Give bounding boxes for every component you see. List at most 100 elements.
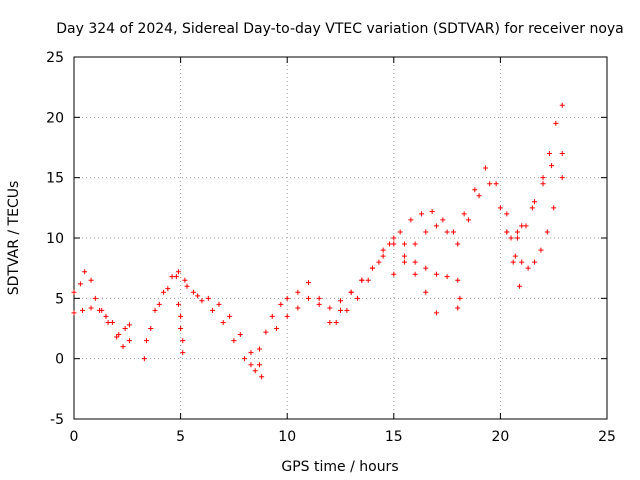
data-point [169,274,175,280]
series-track-4 [143,269,262,368]
data-point [525,265,531,271]
data-point [306,280,312,286]
data-point [482,165,488,171]
data-point [517,283,523,289]
data-point [338,307,343,313]
data-point [252,368,258,374]
data-point [205,295,211,301]
series-track-8 [333,165,520,325]
data-point [433,310,439,316]
data-point [514,229,520,235]
data-point [529,205,535,211]
data-point [369,265,375,271]
data-point [178,313,184,319]
data-point [487,181,493,187]
data-point [242,356,248,362]
data-point [551,205,557,211]
y-tick-label: -5 [50,412,64,428]
x-tick-label: 5 [176,429,185,445]
data-point [419,211,425,217]
data-point [88,305,94,311]
chart-title: Day 324 of 2024, Sidereal Day-to-day VTE… [56,21,624,37]
data-point [199,298,205,304]
data-point [391,271,397,277]
data-point [476,193,482,199]
data-point [532,259,538,265]
series-track-1 [71,269,132,350]
data-point [504,229,510,235]
data-point [532,199,538,205]
data-point [248,362,254,368]
data-point [408,217,414,223]
series-track-13 [512,175,565,271]
data-point [178,326,184,331]
data-point [184,283,190,289]
data-point [365,277,371,283]
data-point [295,305,301,311]
data-point [195,293,201,299]
data-point [92,295,98,301]
data-point [465,217,471,223]
data-point [210,307,216,313]
series-track-10 [455,295,463,311]
data-point [156,301,162,307]
data-point [165,286,171,292]
data-point [82,269,88,275]
data-point [497,205,503,211]
data-point [559,102,565,108]
data-point [316,301,322,307]
data-point [126,322,132,328]
data-point [401,253,407,259]
y-tick-label: 10 [46,231,64,247]
data-point [348,289,354,295]
data-point [227,313,233,319]
data-point [141,356,147,362]
data-point [143,338,149,344]
data-point [461,211,467,217]
data-point [175,269,181,275]
x-tick-label: 10 [278,429,296,445]
data-point [306,295,312,301]
data-point [440,217,446,223]
data-points [71,102,565,380]
data-point [412,241,418,247]
y-tick-label: 0 [55,352,64,368]
data-point [295,289,301,295]
data-point [380,253,386,259]
gridlines [74,57,607,419]
series-track-3 [141,274,265,380]
data-point [97,307,103,313]
y-tick-label: 20 [46,110,64,126]
y-tick-label: 25 [46,50,64,66]
data-point [256,362,262,368]
data-point [401,259,407,265]
data-point [220,319,226,325]
data-point [152,307,158,313]
data-point [412,259,418,265]
data-point [237,332,243,338]
data-point [359,277,365,283]
data-point [423,229,429,235]
data-point [493,181,499,187]
series-track-5 [175,301,186,356]
data-point [71,289,77,295]
data-point [122,326,128,331]
data-point [412,271,418,277]
data-point [444,274,450,280]
data-point [284,295,290,301]
data-point [274,326,280,331]
data-point [519,259,525,265]
data-point [327,305,333,311]
series-track-2 [71,305,132,338]
data-point [429,208,435,214]
data-point [540,175,546,181]
plot-frame [73,56,608,420]
data-point [256,346,262,352]
data-point [553,120,559,126]
data-point [120,344,126,350]
series-track-11 [508,102,565,241]
data-point [116,332,122,338]
data-point [544,229,550,235]
data-point [126,338,132,344]
